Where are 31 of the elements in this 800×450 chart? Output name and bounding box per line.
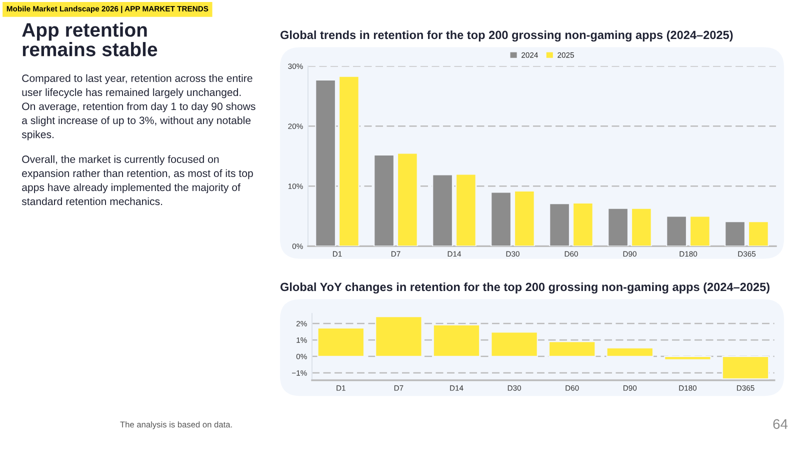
bar	[608, 208, 629, 246]
bar	[514, 190, 535, 246]
bar	[722, 356, 770, 380]
chart-title: Global YoY changes in retention for the top 200 grossing non-gaming apps (2024–2025)	[280, 282, 770, 294]
chart-title: Global trends in retention for the top 200 grossing non-gaming apps (2024–2025)	[280, 30, 733, 42]
bar	[490, 192, 512, 246]
text: Compared to last year, retention across the entire user lifecycle has remained largely unchanged. On average, retention from day 1 to day 90 shows a slight increase of up to 3%, without any notable spikes.	[22, 74, 256, 140]
bar	[338, 76, 360, 246]
bar	[630, 208, 652, 246]
text: 64	[773, 419, 788, 429]
bar	[374, 154, 395, 246]
bar	[432, 174, 454, 246]
bar	[396, 152, 418, 246]
bar	[432, 324, 480, 357]
bar	[315, 79, 336, 246]
bar	[490, 332, 538, 357]
bar	[375, 316, 422, 357]
bar	[548, 341, 596, 357]
bar	[666, 216, 688, 246]
bar	[572, 202, 594, 246]
text: The analysis is based on data.	[120, 421, 232, 430]
bar	[549, 202, 570, 246]
bar	[748, 220, 769, 246]
bar	[455, 174, 476, 246]
bar	[317, 327, 365, 357]
bar	[689, 216, 710, 246]
text: App retention remains stable	[22, 22, 158, 56]
bar	[606, 347, 654, 357]
bar	[724, 220, 746, 246]
text: Overall, the market is currently focused on expansion rather than retention, as most of its top apps have already implemented the majority of standard retention mechanics.	[22, 155, 253, 206]
bar	[664, 356, 712, 360]
